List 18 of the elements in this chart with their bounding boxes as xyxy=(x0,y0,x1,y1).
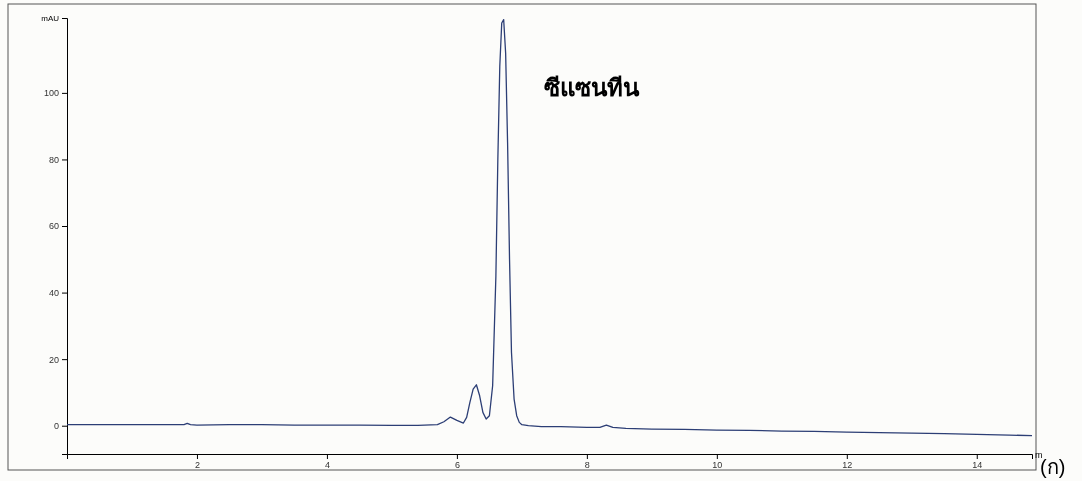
y-tick-label: 100 xyxy=(43,88,59,99)
y-tick-label: 60 xyxy=(48,221,59,232)
x-tick-label: 12 xyxy=(842,460,853,471)
text: (ก) xyxy=(1040,456,1066,478)
y-tick-label: 40 xyxy=(48,287,59,298)
x-tick-label: 2 xyxy=(194,460,200,471)
x-tick-label: 14 xyxy=(972,460,983,471)
line-series xyxy=(66,19,1033,437)
x-tick-label: 6 xyxy=(454,460,460,471)
y-axis-title: mAU xyxy=(41,14,60,23)
x-tick-label: 4 xyxy=(324,460,330,471)
x-tick-label: 10 xyxy=(712,460,723,471)
annotation: ซีแซนทีน xyxy=(543,72,640,102)
x-axis-title: m xyxy=(1035,450,1043,460)
y-tick-label: 80 xyxy=(48,154,59,165)
y-tick-label: 20 xyxy=(48,354,59,365)
y-tick-label: 0 xyxy=(53,421,59,432)
x-tick-label: 8 xyxy=(584,460,590,471)
